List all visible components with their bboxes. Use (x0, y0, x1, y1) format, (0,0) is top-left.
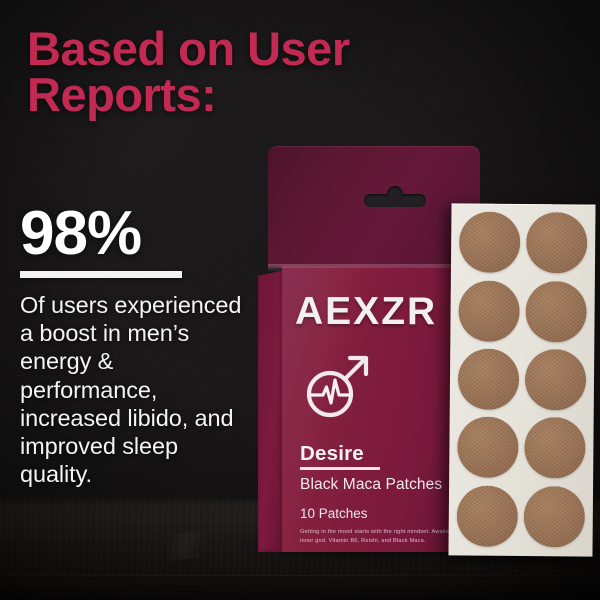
product-name: Desire (300, 442, 364, 466)
product-subtitle: Black Maca Patches (300, 476, 442, 494)
patch-item (523, 346, 589, 414)
box-front-face: AEXZR Desire Black Maca Patches 10 Patch… (282, 266, 480, 552)
patch-item (524, 209, 590, 277)
product-count: 10 Patches (300, 506, 368, 521)
patch-circle (458, 211, 521, 274)
statistic-value: 98% (20, 199, 142, 268)
patch-item (456, 345, 522, 413)
patch-item (455, 482, 521, 550)
patch-circle (456, 485, 519, 547)
page-title: Based on User Reports: (27, 22, 447, 122)
patch-circle (524, 417, 586, 479)
male-symbol-heartbeat-icon (300, 350, 374, 424)
patch-circle (457, 348, 520, 410)
brand-name: AEXZR (295, 290, 437, 334)
box-left-side-panel (258, 270, 284, 552)
patch-circle (523, 485, 586, 548)
patch-circle (458, 280, 520, 342)
patch-circle (525, 212, 588, 274)
patch-circle (524, 349, 587, 411)
product-box: AEXZR Desire Black Maca Patches 10 Patch… (258, 146, 480, 552)
statistic-underline (20, 271, 182, 278)
patch-grid (455, 208, 590, 550)
box-top-lid (268, 146, 480, 268)
box-face-sheen (282, 266, 480, 552)
statistic-description: Of users experienced a boost in men’s en… (20, 292, 242, 488)
patch-circle (525, 280, 587, 343)
patch-item (457, 208, 523, 276)
patch-item (522, 483, 588, 551)
patch-item (455, 414, 521, 482)
patch-item (522, 414, 588, 482)
statistic-block: 98% Of users experienced a boost in men’… (20, 203, 250, 488)
patch-circle (457, 416, 519, 479)
product-name-underline (300, 467, 380, 470)
product-fine-print: Getting in the mood starts with the righ… (300, 528, 470, 546)
headline-line-2: Reports: (27, 68, 217, 122)
patch-sheet (448, 203, 596, 557)
patch-item (456, 277, 522, 345)
headline-line-1: Based on User (27, 22, 350, 75)
hang-tab-hole-icon (364, 186, 426, 207)
patch-item (523, 277, 589, 345)
